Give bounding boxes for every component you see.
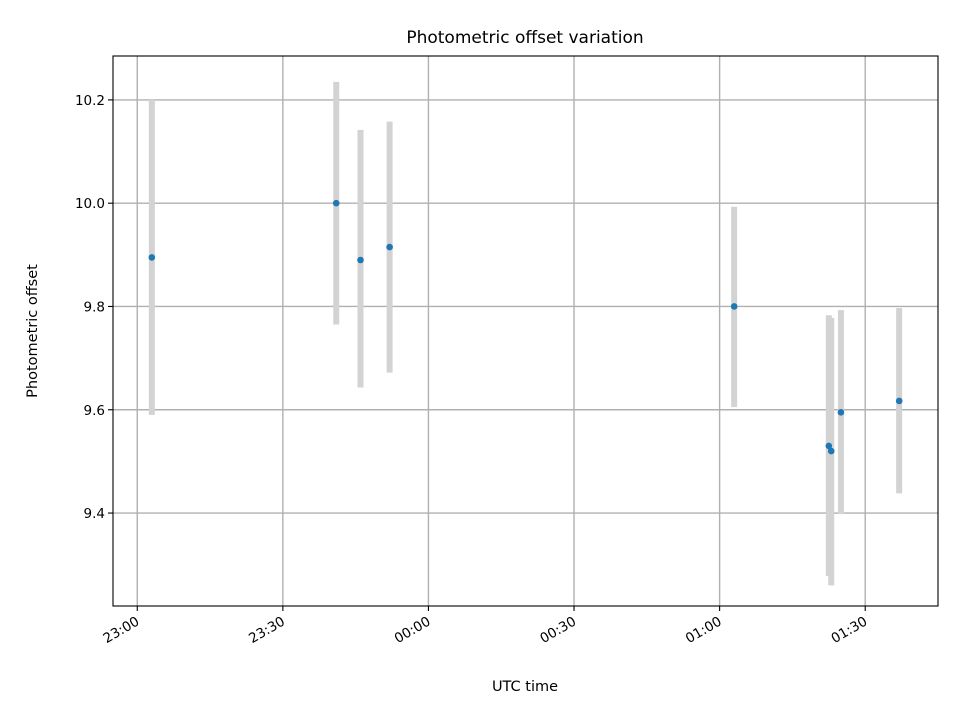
data-point (386, 243, 393, 251)
x-tick-label: 23:30 (246, 614, 288, 647)
y-axis-label: Photometric offset (25, 264, 41, 398)
x-tick-label: 01:00 (683, 614, 725, 647)
x-axis: 23:00 23:30 00:00 00:30 01:00 01:30 (101, 606, 871, 647)
y-tick-label: 9.4 (84, 506, 105, 522)
data-points (148, 199, 903, 455)
data-point (895, 397, 903, 405)
data-point (357, 256, 364, 264)
x-axis-label: UTC time (492, 679, 558, 695)
data-point (827, 447, 835, 455)
data-point (837, 409, 845, 416)
data-point (148, 254, 156, 261)
grid (113, 56, 938, 606)
data-point (332, 199, 340, 207)
data-point (730, 303, 738, 310)
x-tick-label: 00:00 (392, 614, 434, 647)
y-axis: 9.4 9.6 9.8 10.0 10.2 (75, 93, 113, 522)
plot-frame (112, 55, 939, 607)
x-tick-label: 00:30 (537, 614, 579, 647)
x-tick-label: 01:30 (829, 614, 871, 647)
y-tick-label: 10.2 (75, 93, 105, 109)
data-point (825, 442, 833, 450)
chart-title: Photometric offset variation (406, 28, 643, 48)
x-tick-label: 23:00 (101, 614, 143, 647)
y-tick-label: 9.8 (84, 299, 105, 315)
error-bars (148, 81, 903, 586)
y-tick-label: 9.6 (84, 403, 105, 419)
y-tick-label: 10.0 (75, 196, 105, 212)
